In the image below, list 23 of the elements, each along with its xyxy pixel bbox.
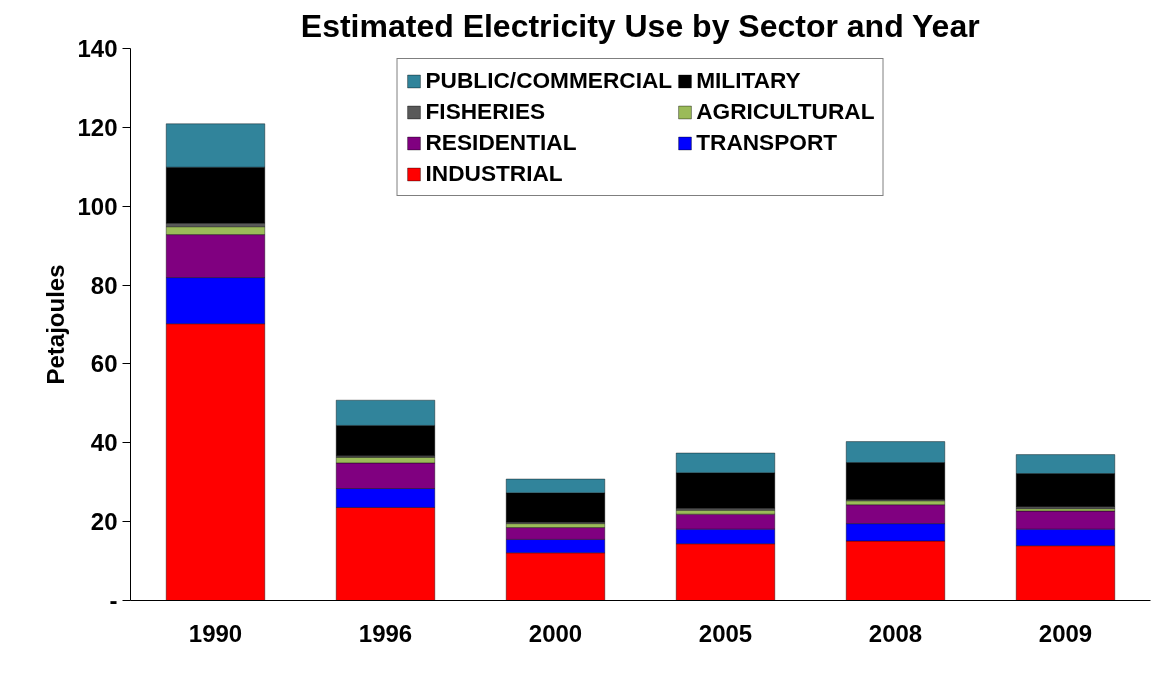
y-tick-label: 140	[77, 35, 118, 62]
x-tick-label: 1996	[358, 619, 413, 647]
legend-label: AGRICULTURAL	[696, 98, 875, 125]
legend-label: INDUSTRIAL	[425, 160, 563, 187]
x-tick-label: 2000	[528, 619, 583, 647]
y-tick-label: 100	[77, 192, 118, 220]
x-tick-label: 1990	[188, 619, 243, 647]
y-tick-label: 40	[90, 429, 118, 457]
legend-label: RESIDENTIAL	[425, 129, 577, 156]
legend-label: PUBLIC/COMMERCIAL	[425, 67, 673, 94]
y-tick-label: 20	[90, 508, 118, 536]
x-tick-label: 2009	[1038, 619, 1093, 647]
x-tick-label: 2005	[698, 619, 753, 647]
chart-title: Estimated Electricity Use by Sector and Year	[300, 7, 980, 44]
y-axis-title: Petajoules	[42, 264, 70, 385]
y-tick-label: 60	[90, 350, 118, 378]
legend-label: MILITARY	[696, 67, 801, 94]
legend-label: FISHERIES	[425, 98, 546, 125]
y-tick-label: 80	[90, 271, 118, 299]
x-tick-label: 2008	[868, 619, 923, 647]
y-tick-label: -	[109, 587, 118, 614]
y-tick-label: 120	[77, 113, 118, 141]
legend-label: TRANSPORT	[696, 129, 838, 156]
